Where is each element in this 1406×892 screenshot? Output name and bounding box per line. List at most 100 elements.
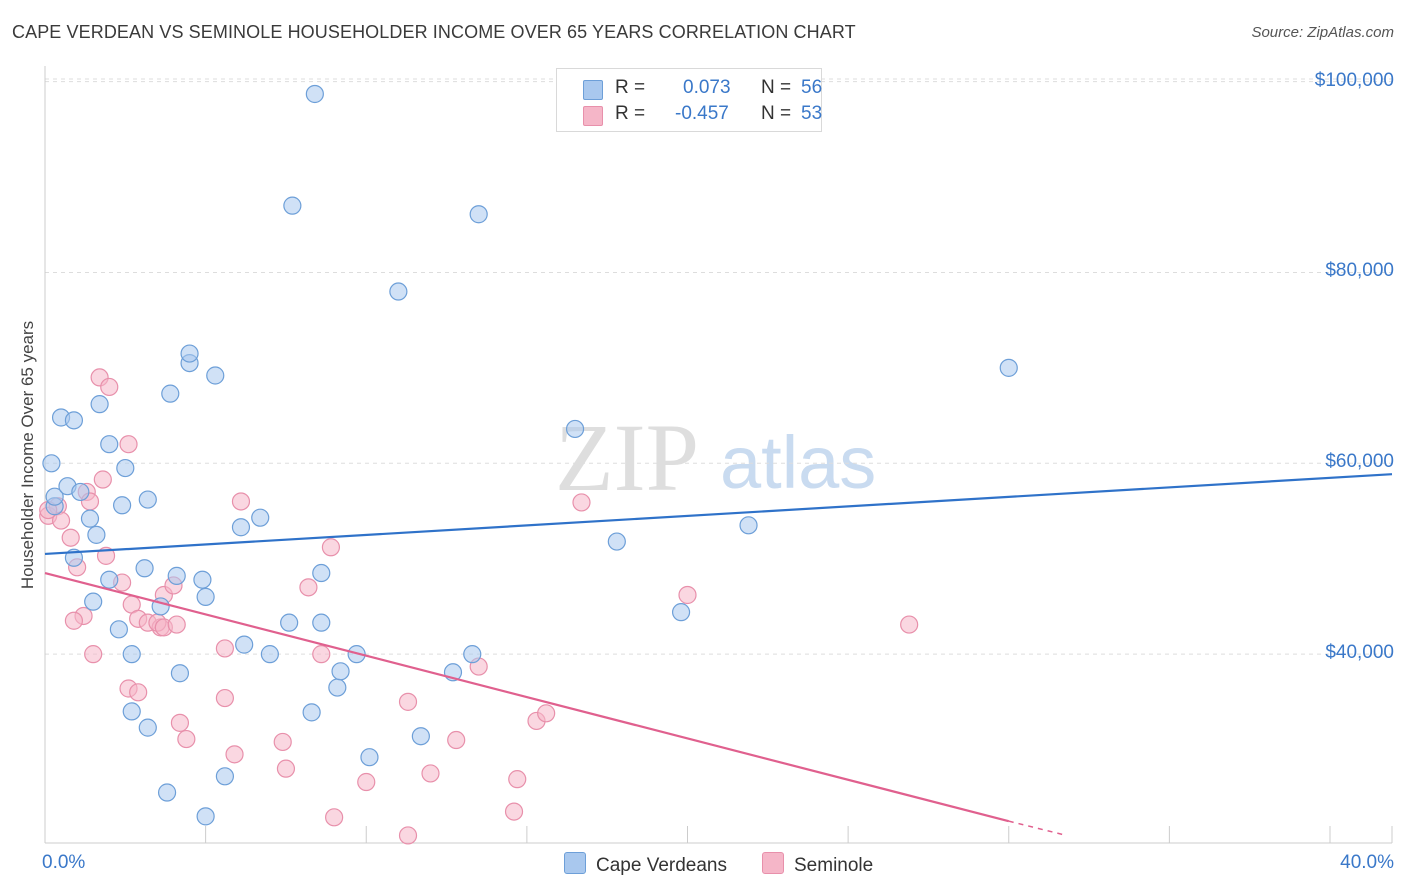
seminole-point <box>177 729 196 749</box>
y-tick-label: $80,000 <box>1325 260 1394 282</box>
pink-swatch <box>583 106 603 126</box>
seminole-point <box>504 802 524 821</box>
cape-verdean-point <box>251 508 270 527</box>
seminole-trend-line <box>44 571 1010 823</box>
pink-n-label: N = <box>761 103 792 124</box>
seminole-trend-extension <box>1008 820 1067 837</box>
blue-n-label: N = <box>761 77 792 98</box>
seminole-point <box>537 704 556 723</box>
pink-n-value: 53 <box>801 103 823 124</box>
cape-verdean-point <box>206 366 225 385</box>
cape-verdean-point <box>161 384 180 403</box>
cape-verdean-point <box>135 559 154 578</box>
seminole-point <box>325 808 344 827</box>
cape-verdean-point <box>999 358 1018 377</box>
cape-verdean-point <box>302 703 321 722</box>
cape-verdean-point <box>180 344 199 363</box>
x-tick-max: 40.0% <box>1340 852 1394 873</box>
source-credit: Source: ZipAtlas.com <box>1251 24 1394 41</box>
cape-verdean-point <box>215 767 234 786</box>
cape-verdean-point <box>607 532 626 551</box>
seminole-point <box>119 435 138 454</box>
cape-verdean-point <box>167 566 186 585</box>
cape-verdean-point <box>71 482 90 502</box>
cape-verdean-point <box>100 570 119 589</box>
seminole-point <box>215 688 234 708</box>
cape-verdean-point <box>312 563 331 583</box>
seminole-point <box>321 538 341 557</box>
seminole-point <box>312 645 331 664</box>
cape-verdean-point <box>196 807 215 826</box>
cape-verdean-point <box>157 783 177 802</box>
cape-verdean-point <box>196 587 215 606</box>
legend-item-cape-verdeans: Cape Verdeans <box>564 852 727 877</box>
cape-verdean-point <box>84 592 103 611</box>
pink-r-label: R = <box>615 103 646 124</box>
y-tick-label: $40,000 <box>1325 642 1394 664</box>
seminole-point <box>572 493 591 512</box>
blue-r-label: R = <box>615 77 646 98</box>
cape-verdean-point <box>116 458 135 478</box>
cape-verdean-point <box>87 525 106 544</box>
trend-layer <box>44 473 1393 837</box>
seminole-point <box>398 692 418 711</box>
cape-verdean-point <box>90 395 109 414</box>
chart-title: CAPE VERDEAN VS SEMINOLE HOUSEHOLDER INC… <box>12 22 856 42</box>
cape-verdean-point <box>235 635 254 654</box>
cape-verdean-point <box>231 518 251 537</box>
legend-pink-swatch <box>762 852 784 874</box>
cape-verdean-point <box>671 603 691 622</box>
pink-r-value: -0.457 <box>675 103 729 124</box>
seminole-point <box>93 470 112 489</box>
seminole-point <box>398 826 418 845</box>
seminole-point <box>61 528 80 547</box>
cape-verdean-point <box>260 645 279 664</box>
cape-verdean-point <box>42 454 61 473</box>
cape-verdean-point <box>389 282 408 301</box>
blue-n-value: 56 <box>801 77 823 98</box>
seminole-point <box>170 713 190 732</box>
x-tick-min: 0.0% <box>42 852 86 873</box>
legend-blue-label: Cape Verdeans <box>596 855 727 876</box>
cape-verdean-point <box>100 435 119 454</box>
legend-item-seminole: Seminole <box>762 852 873 877</box>
cape-verdean-point <box>312 613 331 632</box>
seminole-point <box>357 772 376 792</box>
seminole-point <box>225 745 244 764</box>
cape-verdean-point <box>64 411 84 430</box>
blue-swatch <box>583 80 603 100</box>
seminole-point <box>900 615 919 634</box>
seminole-point <box>447 730 466 750</box>
seminole-point <box>678 585 697 605</box>
watermark-atlas: atlas <box>720 421 876 504</box>
cape-verdean-point <box>328 678 347 697</box>
y-tick-label: $100,000 <box>1314 69 1394 91</box>
cape-verdean-point <box>280 613 299 632</box>
seminole-point <box>508 770 527 789</box>
cape-verdean-point <box>138 490 157 509</box>
cape-verdean-point <box>565 419 585 439</box>
cape-verdean-point <box>283 196 302 215</box>
cape-verdean-point <box>45 487 64 506</box>
points-layer <box>39 84 1018 845</box>
cape-verdean-point <box>109 620 128 639</box>
cape-verdean-point <box>463 645 482 664</box>
cape-verdean-point <box>739 516 758 535</box>
seminole-point <box>84 645 103 664</box>
cape-verdean-point <box>411 727 430 746</box>
legend-blue-swatch <box>564 852 586 874</box>
cape-verdean-point <box>193 570 212 589</box>
y-tick-label: $60,000 <box>1325 451 1394 473</box>
cape-verdean-point <box>122 645 141 664</box>
cape-verdean-point <box>112 496 132 515</box>
grid-layer <box>44 66 1393 844</box>
seminole-point <box>421 764 440 783</box>
seminole-point <box>64 611 84 630</box>
cape-verdean-point <box>138 718 157 737</box>
seminole-point <box>129 683 148 702</box>
cape-verdean-point <box>469 205 488 224</box>
cape-verdean-point <box>170 664 190 683</box>
seminole-point <box>231 492 251 511</box>
cape-verdean-point <box>331 662 350 681</box>
